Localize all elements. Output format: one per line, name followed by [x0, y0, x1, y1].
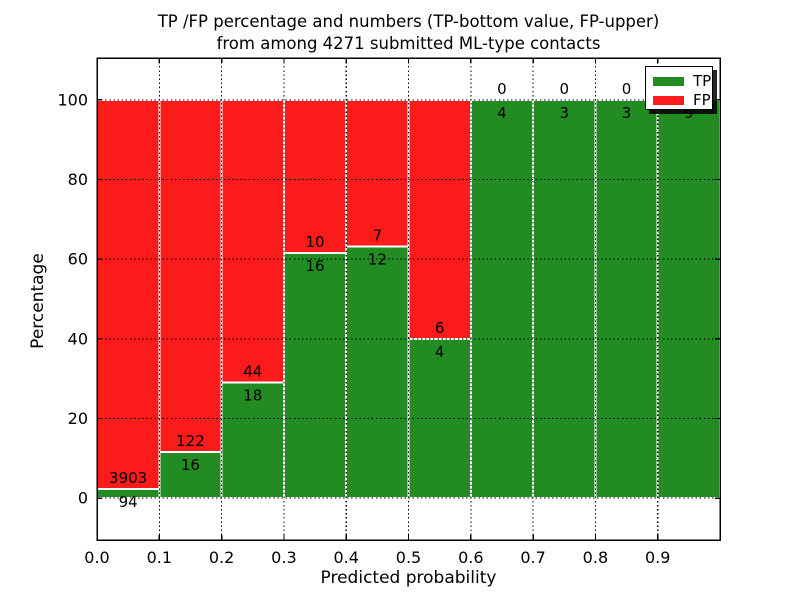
- y-tick-label: 40: [68, 329, 88, 348]
- fp-bar-segment: [345, 98, 410, 248]
- tp-count-annotation: 4: [435, 343, 445, 361]
- tp-bar-segment: [345, 245, 410, 500]
- legend-tp-label: TP: [693, 72, 712, 90]
- fp-count-annotation: 0: [622, 80, 632, 98]
- legend-fp-label: FP: [693, 91, 711, 109]
- tp-count-annotation: 9: [684, 104, 694, 122]
- tp-bar-segment: [282, 252, 348, 500]
- x-tick-label: 0.1: [147, 548, 172, 567]
- fp-bar-segment: [407, 98, 472, 340]
- y-axis-label: Percentage: [28, 253, 48, 349]
- x-tick-label: 0.7: [520, 548, 545, 567]
- y-tick-label: 60: [68, 250, 88, 269]
- x-tick-label: 0.2: [209, 548, 234, 567]
- x-tick-label: 0.5: [396, 548, 421, 567]
- tp-count-annotation: 16: [181, 456, 200, 474]
- fp-bar-segment: [282, 98, 348, 255]
- tp-bar-segment: [532, 98, 597, 500]
- x-tick-label: 0.8: [583, 548, 608, 567]
- y-tick-label: 20: [68, 409, 88, 428]
- legend: TP FP: [645, 66, 713, 110]
- fp-count-annotation: 7: [373, 227, 383, 245]
- fp-bar-segment: [220, 98, 285, 384]
- tp-count-annotation: 94: [119, 493, 138, 511]
- fp-count-annotation: 3903: [109, 469, 147, 487]
- chart-title: TP /FP percentage and numbers (TP-bottom…: [97, 11, 720, 55]
- fp-bar-segment: [158, 98, 223, 453]
- tp-count-annotation: 12: [368, 251, 387, 269]
- x-axis-label: Predicted probability: [320, 568, 497, 588]
- tp-bar-segment: [594, 98, 659, 500]
- tp-count-annotation: 18: [243, 387, 262, 405]
- x-tick-label: 0.6: [458, 548, 483, 567]
- fp-count-annotation: 6: [435, 319, 445, 337]
- fp-count-annotation: 44: [243, 363, 262, 381]
- legend-tp-swatch: [653, 77, 684, 86]
- tp-bar-segment: [656, 98, 722, 500]
- tp-count-annotation: 16: [306, 257, 325, 275]
- legend-fp-swatch: [653, 96, 684, 105]
- fp-bar-segment: [96, 98, 161, 490]
- x-tick-label: 0.9: [645, 548, 670, 567]
- x-tick-label: 0.4: [333, 548, 358, 567]
- legend-entry-fp: FP: [653, 91, 712, 110]
- fp-count-annotation: 0: [497, 80, 507, 98]
- x-tick-label: 0.0: [84, 548, 109, 567]
- fp-count-annotation: 10: [306, 233, 325, 251]
- tp-bar-segment: [469, 98, 535, 500]
- legend-entry-tp: TP: [653, 72, 712, 91]
- fp-count-annotation: 122: [176, 432, 205, 450]
- tp-count-annotation: 3: [622, 104, 632, 122]
- tp-count-annotation: 3: [559, 104, 569, 122]
- y-tick-label: 100: [57, 90, 88, 109]
- x-tick-label: 0.3: [271, 548, 296, 567]
- chart-title-line2: from among 4271 submitted ML-type contac…: [216, 34, 601, 53]
- fp-count-annotation: 0: [559, 80, 569, 98]
- tp-count-annotation: 4: [497, 104, 507, 122]
- y-tick-label: 80: [68, 170, 88, 189]
- y-tick-label: 0: [78, 489, 88, 508]
- chart-title-line1: TP /FP percentage and numbers (TP-bottom…: [157, 12, 660, 31]
